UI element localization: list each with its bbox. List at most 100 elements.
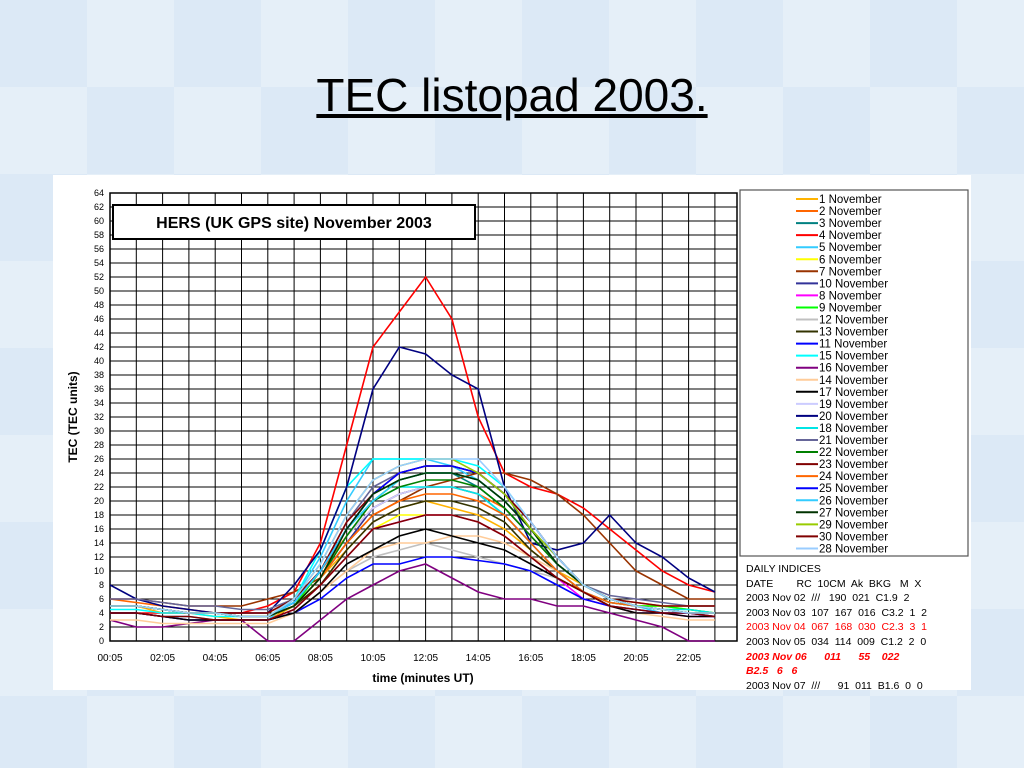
indices-header: DAILY INDICES bbox=[746, 563, 821, 575]
y-tick-label: 0 bbox=[99, 636, 104, 646]
legend-label: 3 November bbox=[819, 218, 882, 230]
indices-row: 2003 Nov 04 067 168 030 C2.3 3 1 bbox=[746, 621, 927, 634]
y-tick-label: 22 bbox=[94, 482, 104, 492]
legend-label: 28 November bbox=[819, 543, 888, 555]
y-tick-label: 56 bbox=[94, 244, 104, 254]
plot-area bbox=[109, 192, 738, 642]
legend-label: 12 November bbox=[819, 315, 888, 327]
chart-title: HERS (UK GPS site) November 2003 bbox=[156, 215, 432, 232]
y-tick-label: 54 bbox=[94, 258, 104, 268]
series-line bbox=[110, 458, 715, 618]
indices-row: 2003 Nov 02 /// 190 021 C1.9 2 bbox=[746, 592, 910, 605]
slide-title: TEC listopad 2003. bbox=[316, 69, 708, 121]
y-tick-label: 58 bbox=[94, 230, 104, 240]
x-tick-label: 04:05 bbox=[203, 653, 228, 664]
indices-row: 2003 Nov 07 /// 91 011 B1.6 0 0 bbox=[746, 679, 923, 692]
legend-label: 17 November bbox=[819, 387, 888, 399]
legend-label: 20 November bbox=[819, 411, 888, 423]
series-line bbox=[110, 346, 716, 614]
legend-label: 26 November bbox=[819, 495, 888, 507]
legend-label: 25 November bbox=[819, 483, 888, 495]
x-tick-label: 14:05 bbox=[466, 653, 491, 664]
indices-row: 2003 Nov 06 011 55 022 bbox=[746, 650, 900, 663]
y-tick-label: 62 bbox=[94, 202, 104, 212]
y-tick-label: 18 bbox=[94, 510, 104, 520]
legend-label: 13 November bbox=[819, 327, 888, 339]
y-tick-label: 6 bbox=[99, 594, 104, 604]
y-tick-label: 26 bbox=[94, 454, 104, 464]
legend-label: 4 November bbox=[819, 230, 882, 242]
y-tick-label: 16 bbox=[94, 524, 104, 534]
legend-label: 29 November bbox=[819, 519, 888, 531]
series-line bbox=[110, 458, 715, 618]
legend-label: 9 November bbox=[819, 302, 882, 314]
legend-label: 22 November bbox=[819, 447, 888, 459]
indices-row: B2.5 6 6 bbox=[746, 665, 798, 678]
x-tick-label: 22:05 bbox=[676, 653, 701, 664]
y-tick-label: 14 bbox=[94, 538, 104, 548]
y-tick-label: 64 bbox=[94, 188, 104, 198]
legend-label: 8 November bbox=[819, 290, 882, 302]
x-tick-label: 18:05 bbox=[571, 653, 596, 664]
y-tick-label: 36 bbox=[94, 384, 104, 394]
x-axis-label: time (minutes UT) bbox=[372, 671, 473, 685]
x-tick-label: 20:05 bbox=[623, 653, 648, 664]
y-tick-label: 4 bbox=[99, 608, 104, 618]
legend-label: 21 November bbox=[819, 435, 888, 447]
x-tick-label: 16:05 bbox=[518, 653, 543, 664]
indices-row: 2003 Nov 05 034 114 009 C1.2 2 0 bbox=[746, 636, 927, 648]
y-tick-label: 2 bbox=[99, 622, 104, 632]
legend-label: 15 November bbox=[819, 351, 888, 363]
legend-label: 2 November bbox=[819, 206, 882, 218]
y-tick-label: 28 bbox=[94, 440, 104, 450]
y-axis-label: TEC (TEC units) bbox=[66, 371, 80, 462]
y-tick-label: 32 bbox=[94, 412, 104, 422]
legend-label: 24 November bbox=[819, 471, 888, 483]
series-line bbox=[110, 486, 715, 614]
indices-header: DATE RC 10CM Ak BKG M X bbox=[746, 577, 922, 590]
y-tick-label: 24 bbox=[94, 468, 104, 478]
legend-label: 10 November bbox=[819, 278, 888, 290]
series-line bbox=[110, 472, 715, 607]
legend-label: 16 November bbox=[819, 363, 888, 375]
legend-label: 23 November bbox=[819, 459, 888, 471]
y-tick-label: 12 bbox=[94, 552, 104, 562]
y-tick-label: 30 bbox=[94, 426, 104, 436]
legend-label: 30 November bbox=[819, 531, 888, 543]
legend-label: 5 November bbox=[819, 242, 882, 254]
y-tick-label: 52 bbox=[94, 272, 104, 282]
legend-label: 18 November bbox=[819, 423, 888, 435]
x-tick-label: 12:05 bbox=[413, 653, 438, 664]
y-tick-label: 42 bbox=[94, 342, 104, 352]
y-tick-label: 34 bbox=[94, 398, 104, 408]
y-tick-label: 40 bbox=[94, 356, 104, 366]
y-tick-label: 38 bbox=[94, 370, 104, 380]
y-tick-label: 8 bbox=[99, 580, 104, 590]
x-tick-label: 10:05 bbox=[360, 653, 385, 664]
indices-row: 2003 Nov 03 107 167 016 C3.2 1 2 bbox=[746, 606, 927, 619]
y-tick-label: 10 bbox=[94, 566, 104, 576]
x-tick-label: 06:05 bbox=[255, 653, 280, 664]
x-tick-label: 00:05 bbox=[97, 653, 122, 664]
legend-label: 6 November bbox=[819, 254, 882, 266]
x-tick-label: 02:05 bbox=[150, 653, 175, 664]
x-tick-label: 08:05 bbox=[308, 653, 333, 664]
series-line bbox=[110, 465, 715, 614]
y-tick-label: 20 bbox=[94, 496, 104, 506]
legend-label: 1 November bbox=[819, 194, 882, 206]
y-tick-label: 48 bbox=[94, 300, 104, 310]
series-line bbox=[110, 479, 715, 618]
series-line bbox=[110, 458, 715, 618]
legend-label: 14 November bbox=[819, 375, 888, 387]
series-line bbox=[110, 514, 716, 621]
y-tick-label: 60 bbox=[94, 216, 104, 226]
y-tick-label: 44 bbox=[94, 328, 104, 338]
y-tick-label: 50 bbox=[94, 286, 104, 296]
legend-label: 27 November bbox=[819, 507, 888, 519]
y-tick-label: 46 bbox=[94, 314, 104, 324]
chart-title-box bbox=[112, 204, 476, 240]
legend-label: 19 November bbox=[819, 399, 888, 411]
legend-label: 7 November bbox=[819, 266, 882, 278]
legend-label: 11 November bbox=[819, 339, 887, 351]
